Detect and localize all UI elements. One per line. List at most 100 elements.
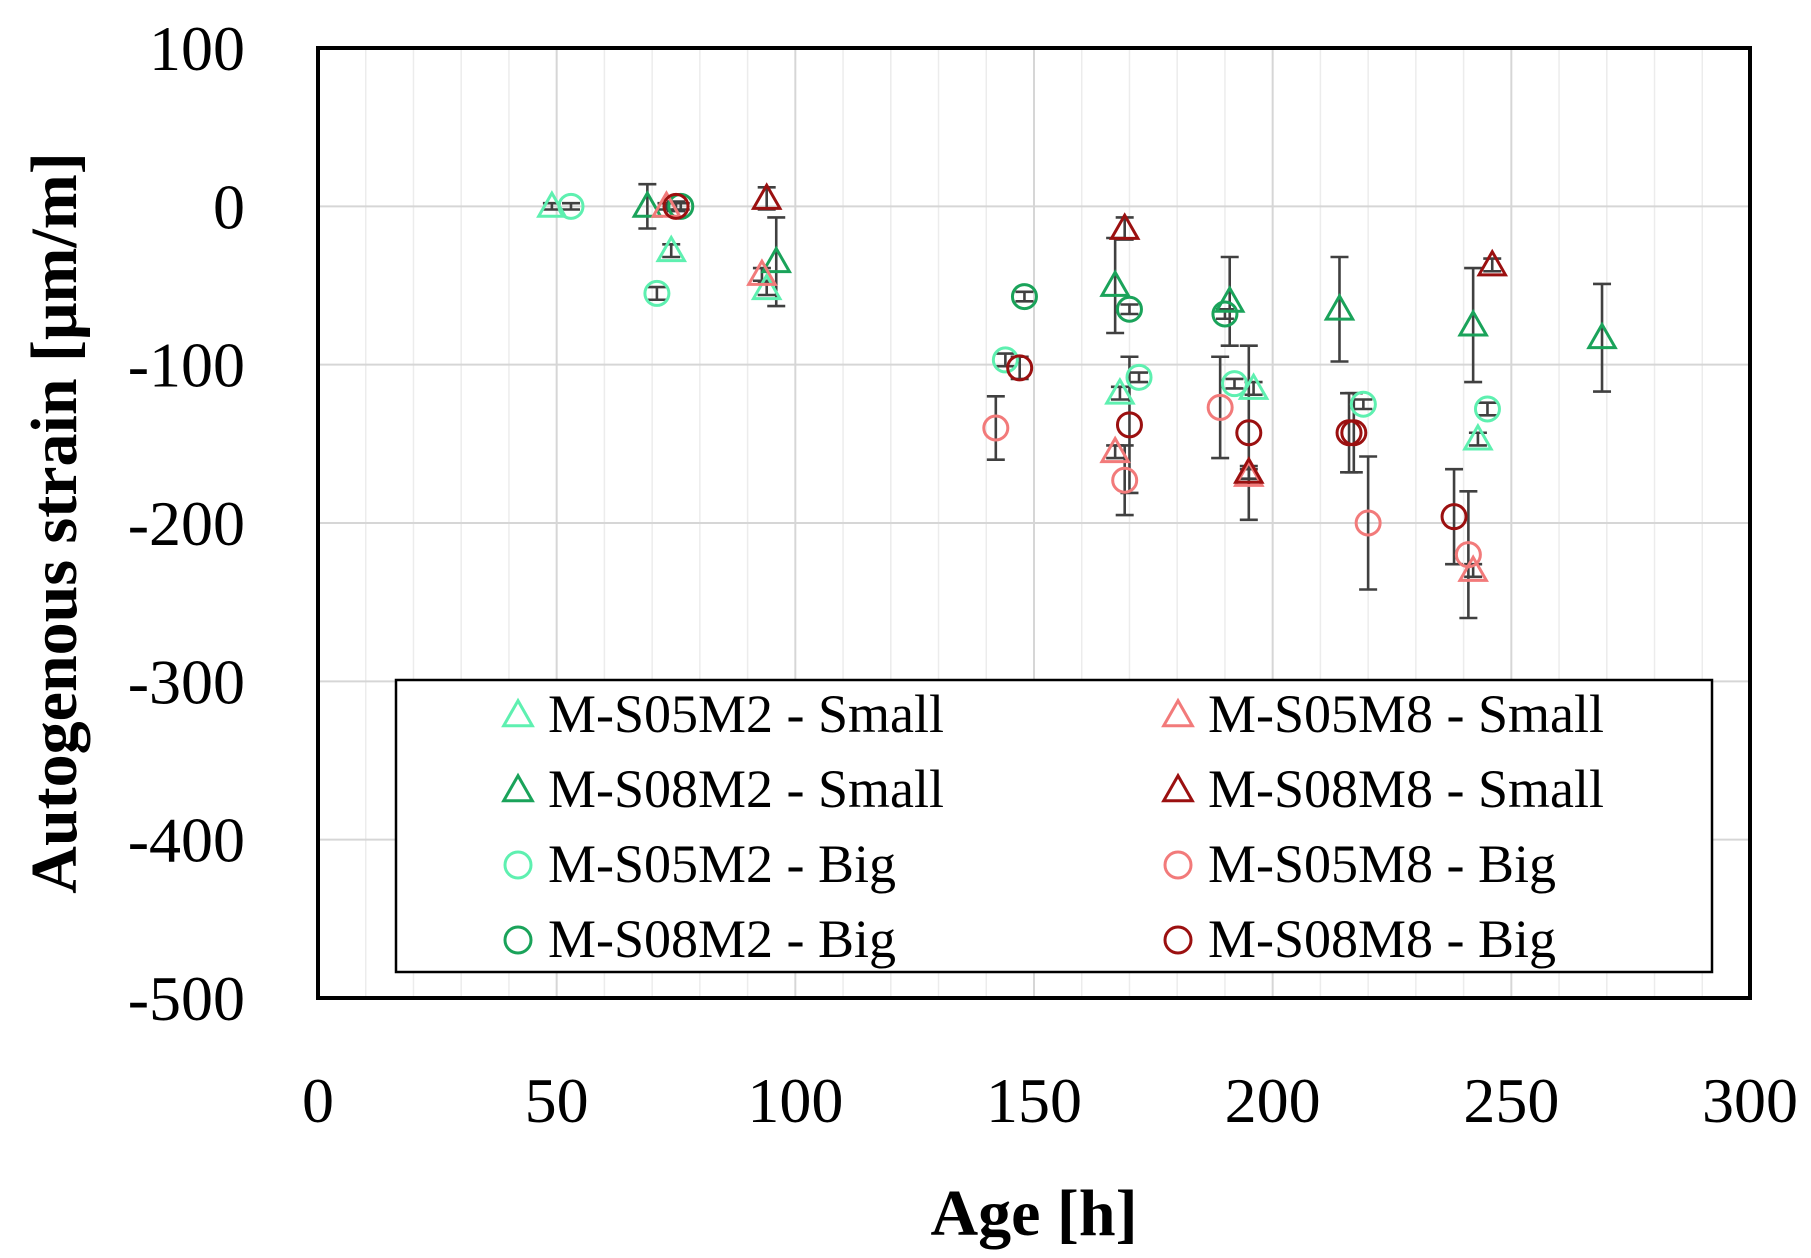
point-m-s08m8-small xyxy=(1108,212,1141,240)
error-bar-m-s08m2-big xyxy=(1015,290,1034,303)
point-m-s08m8-big xyxy=(1440,503,1468,531)
error-bar-m-s05m8-small xyxy=(752,266,771,283)
y-tick-label: -300 xyxy=(128,646,245,717)
point-m-s08m8-big xyxy=(1340,419,1368,447)
error-bar-m-s05m2-big xyxy=(1130,371,1149,384)
y-tick-label: -400 xyxy=(128,805,245,876)
point-m-s08m2-small xyxy=(1213,285,1246,313)
error-bar-m-s05m8-big xyxy=(1211,355,1230,460)
y-tick-label: -100 xyxy=(128,330,245,401)
point-m-s05m8-big xyxy=(1354,509,1382,537)
x-tick-label: 150 xyxy=(986,1065,1082,1136)
legend: M-S05M2 - Small M-S08M2 - Small M-S05M2 - … xyxy=(394,678,1714,974)
legend-marker-m-s05m8-big xyxy=(1163,850,1193,880)
y-tick-label: -500 xyxy=(128,963,245,1034)
error-bar-m-s08m2-big xyxy=(1120,303,1139,316)
point-m-s08m8-big xyxy=(662,192,690,220)
tick-labels: 0 50 100 150 200 250 300 100 0 -100 -200 -300 -400 -5… xyxy=(128,13,1798,1136)
error-bar-m-s05m2-small xyxy=(1110,385,1129,401)
x-tick-label: 50 xyxy=(525,1065,589,1136)
point-m-s08m2-small xyxy=(1457,308,1489,337)
point-m-s05m8-big xyxy=(1454,541,1482,569)
error-bar-m-s05m2-big xyxy=(1225,377,1244,390)
error-bar-m-s08m2-small xyxy=(1593,282,1612,393)
point-m-s05m8-small xyxy=(746,258,778,286)
legend-label: M-S05M8 - Small xyxy=(1208,684,1604,744)
error-bar-m-s05m2-big xyxy=(996,352,1015,368)
error-bar-m-s05m8-big xyxy=(1359,455,1378,591)
point-m-s05m2-small xyxy=(750,272,783,301)
legend-label: M-S08M8 - Small xyxy=(1208,759,1604,819)
point-m-s08m2-big xyxy=(1010,283,1038,311)
y-axis-title: Autogenous strain [μm/m] xyxy=(18,152,91,893)
error-bar-m-s05m8-big xyxy=(986,395,1005,461)
point-m-s08m2-small xyxy=(1586,321,1618,350)
plot-area-frame xyxy=(316,46,1752,1000)
x-tick-label: 300 xyxy=(1702,1065,1798,1136)
error-bar-m-s05m2-big xyxy=(647,285,666,302)
point-m-s05m2-small xyxy=(1104,376,1136,405)
y-tick-label: -200 xyxy=(128,488,245,559)
legend-entry-m-s08m8-small: M-S08M8 - Small xyxy=(1161,759,1604,819)
error-bar-m-s08m2-small xyxy=(1220,255,1239,347)
point-m-s05m8-big xyxy=(982,414,1010,442)
point-m-s05m8-small xyxy=(1099,435,1131,464)
point-m-s05m2-big xyxy=(1220,370,1248,398)
error-bar-m-s05m8-big xyxy=(1459,490,1478,620)
point-m-s08m2-small xyxy=(631,190,664,218)
point-m-s08m2-big xyxy=(1115,295,1143,323)
y-tick-label: 100 xyxy=(149,13,245,84)
legend-entry-m-s05m8-small: M-S05M8 - Small xyxy=(1161,684,1604,744)
error-bar-m-s05m2-small xyxy=(662,243,681,259)
legend-label: M-S08M2 - Small xyxy=(548,759,944,819)
point-m-s05m8-small xyxy=(1233,459,1265,487)
point-m-s08m2-small xyxy=(760,245,793,274)
legend-label: M-S05M2 - Big xyxy=(548,834,896,894)
point-m-s08m8-small xyxy=(750,182,783,210)
point-m-s05m8-big xyxy=(1206,393,1234,421)
point-m-s05m2-big xyxy=(1349,390,1377,418)
legend-label: M-S08M8 - Big xyxy=(1208,909,1556,969)
x-tick-label: 0 xyxy=(302,1065,334,1136)
point-m-s08m8-big xyxy=(1006,354,1034,382)
legend-marker-m-s05m2-big xyxy=(503,850,533,880)
legend-label: M-S05M2 - Small xyxy=(548,684,944,744)
point-m-s08m2-small xyxy=(1099,269,1131,297)
legend-marker-m-s05m8-small xyxy=(1161,697,1195,728)
point-m-s08m2-small xyxy=(1323,293,1356,321)
legend-marker-m-s08m2-small xyxy=(501,772,535,803)
x-tick-label: 250 xyxy=(1463,1065,1559,1136)
legend-entry-m-s05m2-small: M-S05M2 - Small xyxy=(501,684,944,744)
legend-label: M-S05M8 - Big xyxy=(1208,834,1556,894)
legend-marker-m-s08m8-small xyxy=(1161,772,1195,803)
legend-entry-m-s08m2-small: M-S08M2 - Small xyxy=(501,759,944,819)
point-m-s05m8-big xyxy=(1111,466,1139,494)
point-m-s05m2-big xyxy=(991,346,1019,374)
error-bar-m-s05m2-big xyxy=(561,201,580,211)
point-m-s05m2-big xyxy=(643,279,671,307)
legend-entry-m-s08m8-big: M-S08M8 - Big xyxy=(1163,909,1556,969)
point-m-s05m2-small xyxy=(1462,422,1494,451)
legend-marker-m-s08m2-big xyxy=(503,925,533,955)
error-bar-m-s05m2-big xyxy=(1354,398,1373,411)
error-bar-m-s05m2-small xyxy=(1468,431,1487,447)
error-bar-m-s08m2-small xyxy=(1464,266,1483,384)
error-bar-m-s08m8-big xyxy=(1239,344,1258,522)
point-m-s05m2-big xyxy=(1473,395,1501,423)
point-m-s08m2-big xyxy=(1211,300,1239,328)
legend-entry-m-s05m2-big: M-S05M2 - Big xyxy=(503,834,896,894)
error-bar-m-s08m8-small xyxy=(1483,257,1502,273)
point-m-s05m8-small xyxy=(650,190,683,218)
y-tick-label: 0 xyxy=(213,171,245,242)
x-axis-title: Age [h] xyxy=(930,1177,1137,1250)
point-m-s08m8-big xyxy=(1115,411,1143,439)
point-m-s05m8-small xyxy=(1457,554,1489,582)
point-m-s05m2-big xyxy=(1125,363,1153,391)
point-m-s08m8-big xyxy=(1235,419,1263,447)
legend-entry-m-s05m8-big: M-S05M8 - Big xyxy=(1163,834,1556,894)
x-tick-label: 200 xyxy=(1225,1065,1321,1136)
error-bar-m-s05m2-big xyxy=(1478,401,1497,417)
x-tick-label: 100 xyxy=(747,1065,843,1136)
